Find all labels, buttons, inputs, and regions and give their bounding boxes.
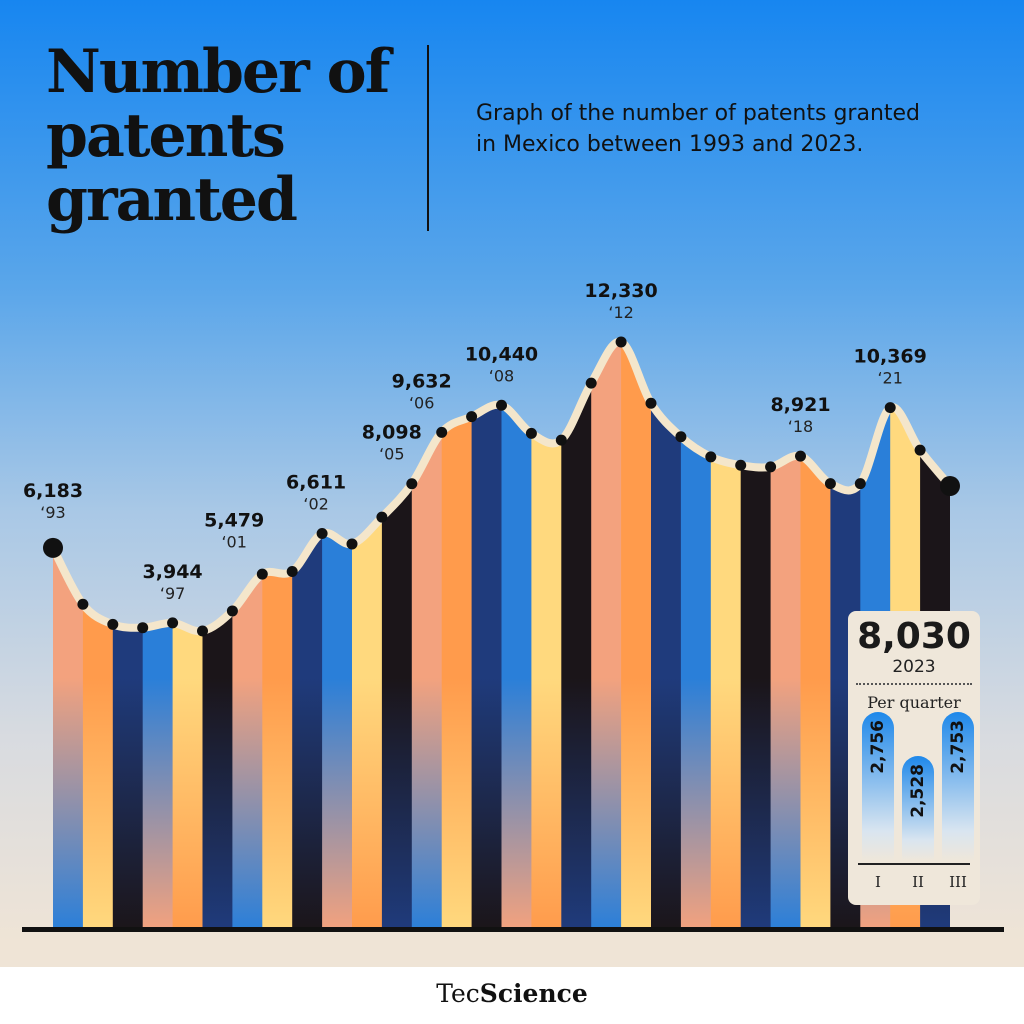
data-label-year: ‘12	[608, 303, 633, 322]
quarter-bar-I: 2,756	[862, 711, 894, 861]
data-label-value: 3,944	[143, 561, 203, 583]
quarter-inset: 8,030 2023 Per quarter 2,756 I 2,528 II 2,75…	[848, 611, 980, 905]
area-stripe-1997	[172, 341, 204, 930]
inset-subtitle: Per quarter	[867, 693, 961, 712]
data-label-year: ‘06	[409, 393, 434, 412]
area-stripe-2006	[441, 341, 473, 930]
page-title: Number of patents granted	[46, 37, 390, 235]
area-stripe-2014	[680, 341, 712, 930]
data-point-2004	[376, 511, 388, 523]
data-label-year: ‘21	[877, 369, 902, 388]
data-point-2018	[795, 450, 806, 462]
data-label-year: ‘01	[221, 532, 246, 551]
inset-year: 2023	[892, 657, 936, 677]
quarter-value: 2,756	[868, 719, 888, 774]
data-point-2001	[286, 565, 298, 577]
data-point-2020	[854, 478, 866, 490]
data-label-value: 5,479	[204, 509, 264, 531]
area-stripe-2013	[651, 341, 682, 930]
data-point-2014	[675, 431, 687, 443]
data-label-value: 6,183	[23, 480, 83, 502]
data-point-1999	[226, 605, 238, 617]
quarter-value: 2,528	[908, 763, 928, 818]
quarter-baseline	[858, 863, 970, 865]
data-label-value: 8,921	[770, 394, 830, 416]
data-label-value: 8,098	[362, 422, 422, 444]
data-point-2019	[824, 478, 836, 490]
area-stripe-2004	[381, 341, 413, 930]
area-stripe-2001	[292, 341, 323, 930]
data-point-1998	[197, 625, 208, 637]
data-point-2005	[406, 478, 418, 490]
data-point-2023	[940, 475, 960, 496]
tecscience-logo: TecScience	[0, 979, 1024, 1008]
area-stripe-2008	[501, 341, 532, 930]
data-point-2017	[765, 461, 777, 473]
data-point-1995	[107, 618, 119, 630]
data-point-1997	[167, 617, 179, 629]
data-point-2013	[645, 397, 657, 409]
area-stripe-2011	[591, 341, 622, 930]
area-stripe-2003	[352, 341, 383, 930]
area-stripe-1999	[232, 341, 263, 930]
data-point-2010	[555, 434, 567, 446]
data-label-value: 12,330	[584, 280, 657, 302]
page-subtitle: Graph of the number of patents granted i…	[476, 101, 921, 157]
area-stripe-2015	[710, 341, 742, 930]
data-label-year: ‘08	[489, 366, 514, 385]
data-point-2012	[615, 336, 627, 348]
data-label-year: ‘97	[160, 584, 185, 603]
area-stripe-1993	[53, 341, 84, 930]
area-stripe-2009	[531, 341, 562, 930]
quarter-bar-II: 2,528	[902, 755, 934, 861]
data-point-2007	[466, 411, 478, 423]
data-label-value: 6,611	[286, 472, 346, 494]
data-point-2006	[436, 426, 448, 438]
quarter-label: I	[875, 873, 881, 891]
data-point-1993	[43, 537, 63, 558]
data-label-year: ‘18	[788, 417, 813, 436]
data-point-2021	[884, 402, 896, 414]
data-point-1994	[77, 598, 89, 610]
area-stripe-1996	[142, 341, 174, 930]
data-label-year: ‘05	[379, 445, 404, 464]
x-axis-baseline	[22, 927, 1004, 932]
inset-total: 8,030	[857, 616, 971, 657]
data-point-1996	[137, 622, 149, 634]
data-point-2015	[705, 451, 717, 463]
area-stripe-2000	[262, 341, 293, 930]
data-point-2016	[735, 459, 747, 471]
logo-part-science: Science	[479, 979, 588, 1008]
area-stripe-2012	[621, 341, 652, 930]
data-point-2003	[346, 538, 358, 550]
data-label-year: ‘02	[303, 495, 328, 514]
area-stripe-2016	[740, 341, 772, 930]
data-point-2022	[914, 444, 926, 456]
data-point-2000	[256, 568, 268, 580]
title-divider	[427, 45, 429, 231]
quarter-value: 2,753	[948, 720, 968, 774]
quarter-bar-III: 2,753	[942, 712, 974, 861]
data-point-2008	[496, 399, 507, 411]
area-stripe-2007	[471, 341, 503, 930]
data-point-2009	[525, 427, 537, 439]
data-point-2002	[316, 528, 328, 540]
data-label-value: 10,440	[465, 343, 538, 365]
footer: TecScience	[0, 967, 1024, 1024]
data-label-value: 10,369	[854, 346, 927, 368]
data-label-value: 9,632	[392, 370, 452, 392]
quarter-label: II	[912, 873, 924, 891]
data-point-2011	[585, 377, 597, 389]
data-label-year: ‘93	[40, 503, 65, 522]
quarter-label: III	[949, 873, 967, 891]
logo-part-tec: Tec	[436, 979, 480, 1008]
inset-divider	[856, 683, 972, 685]
area-stripe-2002	[322, 341, 353, 930]
area-stripe-1995	[112, 341, 144, 930]
